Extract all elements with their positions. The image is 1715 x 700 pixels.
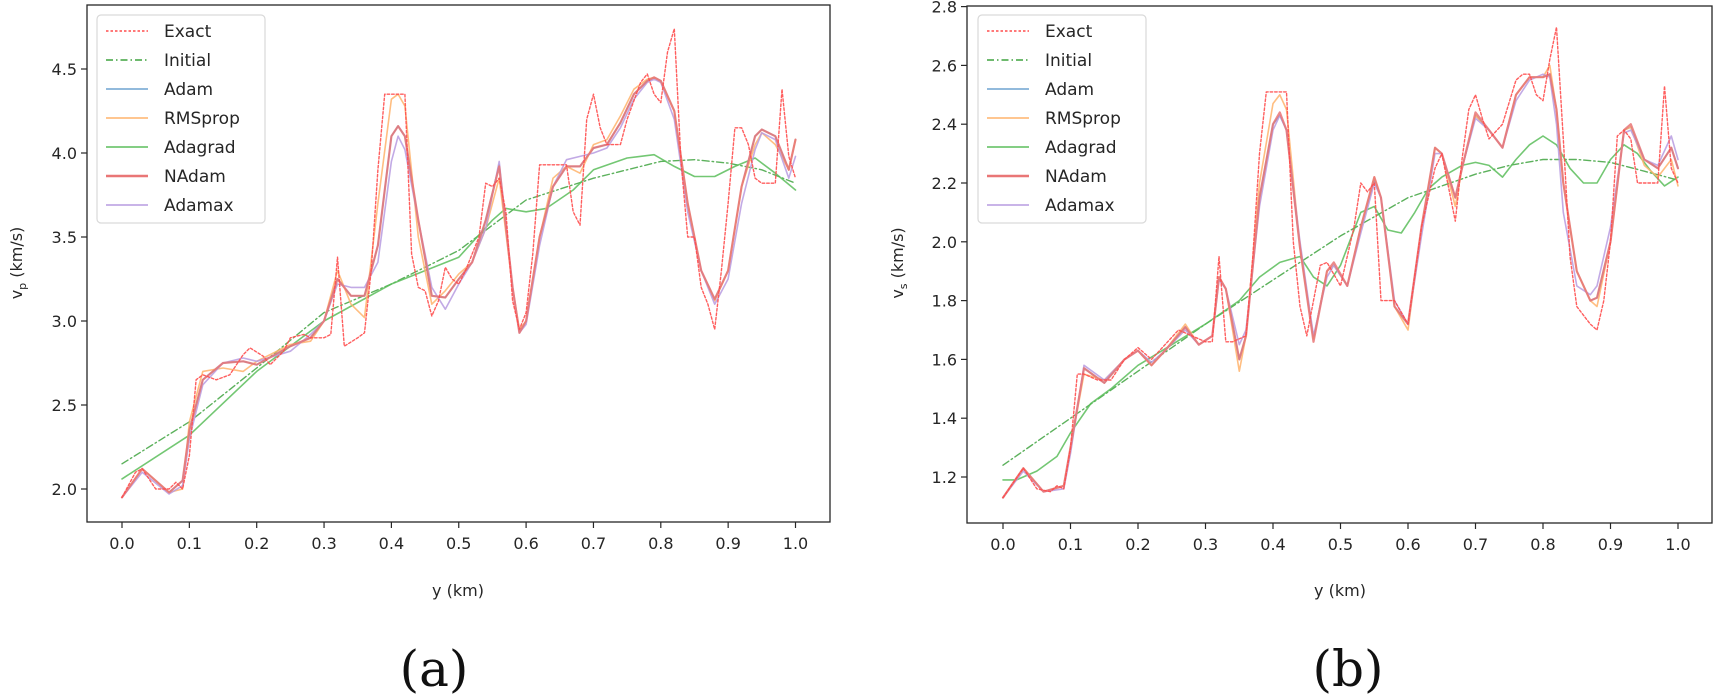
x-tick-label: 0.1 xyxy=(177,534,202,553)
y-tick-label: 2.0 xyxy=(52,480,77,499)
axes-frame xyxy=(966,5,1713,524)
y-tick-label: 1.8 xyxy=(932,292,957,311)
legend: Exact Initial Adam RMSprop Adagrad NAdam Adama… xyxy=(96,14,266,224)
x-tick-label: 0.5 xyxy=(446,534,471,553)
legend-label-initial: Initial xyxy=(164,51,211,71)
x-tick-label: 0.3 xyxy=(311,534,336,553)
x-tick-label: 0.7 xyxy=(581,534,606,553)
x-tick-label: 0.9 xyxy=(1598,535,1623,554)
legend-label-nadam: NAdam xyxy=(1045,167,1107,187)
y-axis-ticks: 2.0 2.5 3.0 3.5 4.0 4.5 xyxy=(52,60,87,499)
x-tick-label: 1.0 xyxy=(783,534,808,553)
x-tick-label: 0.0 xyxy=(109,534,134,553)
chart-panel-a: 0.0 0.1 0.2 0.3 0.4 0.5 0.6 0.7 0.8 0.9 1.0 2.0 2.5… xyxy=(7,4,831,698)
x-tick-label: 0.3 xyxy=(1193,535,1218,554)
y-tick-label: 1.4 xyxy=(932,409,957,428)
x-tick-label: 0.5 xyxy=(1328,535,1353,554)
y-tick-label: 2.5 xyxy=(52,396,77,415)
y-tick-label: 4.0 xyxy=(52,144,77,163)
x-tick-label: 0.4 xyxy=(379,534,404,553)
y-tick-label: 2.4 xyxy=(932,115,957,134)
legend-label-rmsprop: RMSprop xyxy=(164,109,240,129)
x-tick-label: 0.9 xyxy=(715,534,740,553)
x-tick-label: 0.8 xyxy=(1530,535,1555,554)
legend-label-adagrad: Adagrad xyxy=(164,138,236,158)
legend-label-exact: Exact xyxy=(1045,22,1093,42)
x-axis-label: y (km) xyxy=(1314,581,1366,600)
y-tick-label: 1.6 xyxy=(932,350,957,369)
x-tick-label: 0.6 xyxy=(513,534,538,553)
x-tick-label: 1.0 xyxy=(1665,535,1690,554)
legend-label-rmsprop: RMSprop xyxy=(1045,109,1121,129)
legend-label-adamax: Adamax xyxy=(164,196,234,216)
series-nadam xyxy=(1001,73,1680,499)
series-adagrad xyxy=(121,153,797,480)
series-exact xyxy=(121,28,797,499)
panel-label-a: (a) xyxy=(400,640,469,698)
y-axis-label: vp (km/s) xyxy=(7,227,29,300)
legend-label-adam: Adam xyxy=(1045,80,1094,100)
legend-label-nadam: NAdam xyxy=(164,167,226,187)
y-tick-label: 2.0 xyxy=(932,233,957,252)
x-axis-ticks: 0.0 0.1 0.2 0.3 0.4 0.5 0.6 0.7 0.8 0.9 1.0 xyxy=(109,522,808,553)
y-axis-ticks: 1.2 1.4 1.6 1.8 2.0 2.2 2.4 2.6 2.8 xyxy=(932,0,967,487)
y-tick-label: 2.2 xyxy=(932,174,957,193)
y-tick-label: 2.6 xyxy=(932,56,957,75)
x-tick-label: 0.0 xyxy=(990,535,1015,554)
y-tick-label: 3.0 xyxy=(52,312,77,331)
x-axis-ticks: 0.0 0.1 0.2 0.3 0.4 0.5 0.6 0.7 0.8 0.9 1.0 xyxy=(990,523,1691,554)
series-adagrad xyxy=(1002,135,1679,481)
series-exact xyxy=(1002,26,1679,499)
legend-label-exact: Exact xyxy=(164,22,212,42)
x-tick-label: 0.2 xyxy=(1125,535,1150,554)
legend-box xyxy=(96,14,266,224)
x-tick-label: 0.8 xyxy=(648,534,673,553)
y-axis-label: vs (km/s) xyxy=(888,227,910,298)
series-nadam xyxy=(120,76,797,499)
x-tick-label: 0.4 xyxy=(1260,535,1285,554)
y-tick-label: 1.2 xyxy=(932,468,957,487)
y-tick-label: 3.5 xyxy=(52,228,77,247)
y-tick-label: 4.5 xyxy=(52,60,77,79)
legend-label-adam: Adam xyxy=(164,80,213,100)
legend-box xyxy=(977,14,1147,224)
series-adamax xyxy=(1002,73,1679,499)
plot-lines xyxy=(120,28,797,499)
legend-label-adagrad: Adagrad xyxy=(1045,138,1117,158)
x-axis-label: y (km) xyxy=(432,581,484,600)
plot-lines xyxy=(1001,26,1680,499)
chart-panel-b: 0.0 0.1 0.2 0.3 0.4 0.5 0.6 0.7 0.8 0.9 1.0 1.2 1.4… xyxy=(888,0,1713,698)
x-tick-label: 0.7 xyxy=(1463,535,1488,554)
legend-label-adamax: Adamax xyxy=(1045,196,1115,216)
panel-label-b: (b) xyxy=(1312,640,1383,698)
legend: Exact Initial Adam RMSprop Adagrad NAdam Adama… xyxy=(977,14,1147,224)
x-tick-label: 0.6 xyxy=(1395,535,1420,554)
x-tick-label: 0.2 xyxy=(244,534,269,553)
y-tick-label: 2.8 xyxy=(932,0,957,17)
legend-label-initial: Initial xyxy=(1045,51,1092,71)
x-tick-label: 0.1 xyxy=(1058,535,1083,554)
